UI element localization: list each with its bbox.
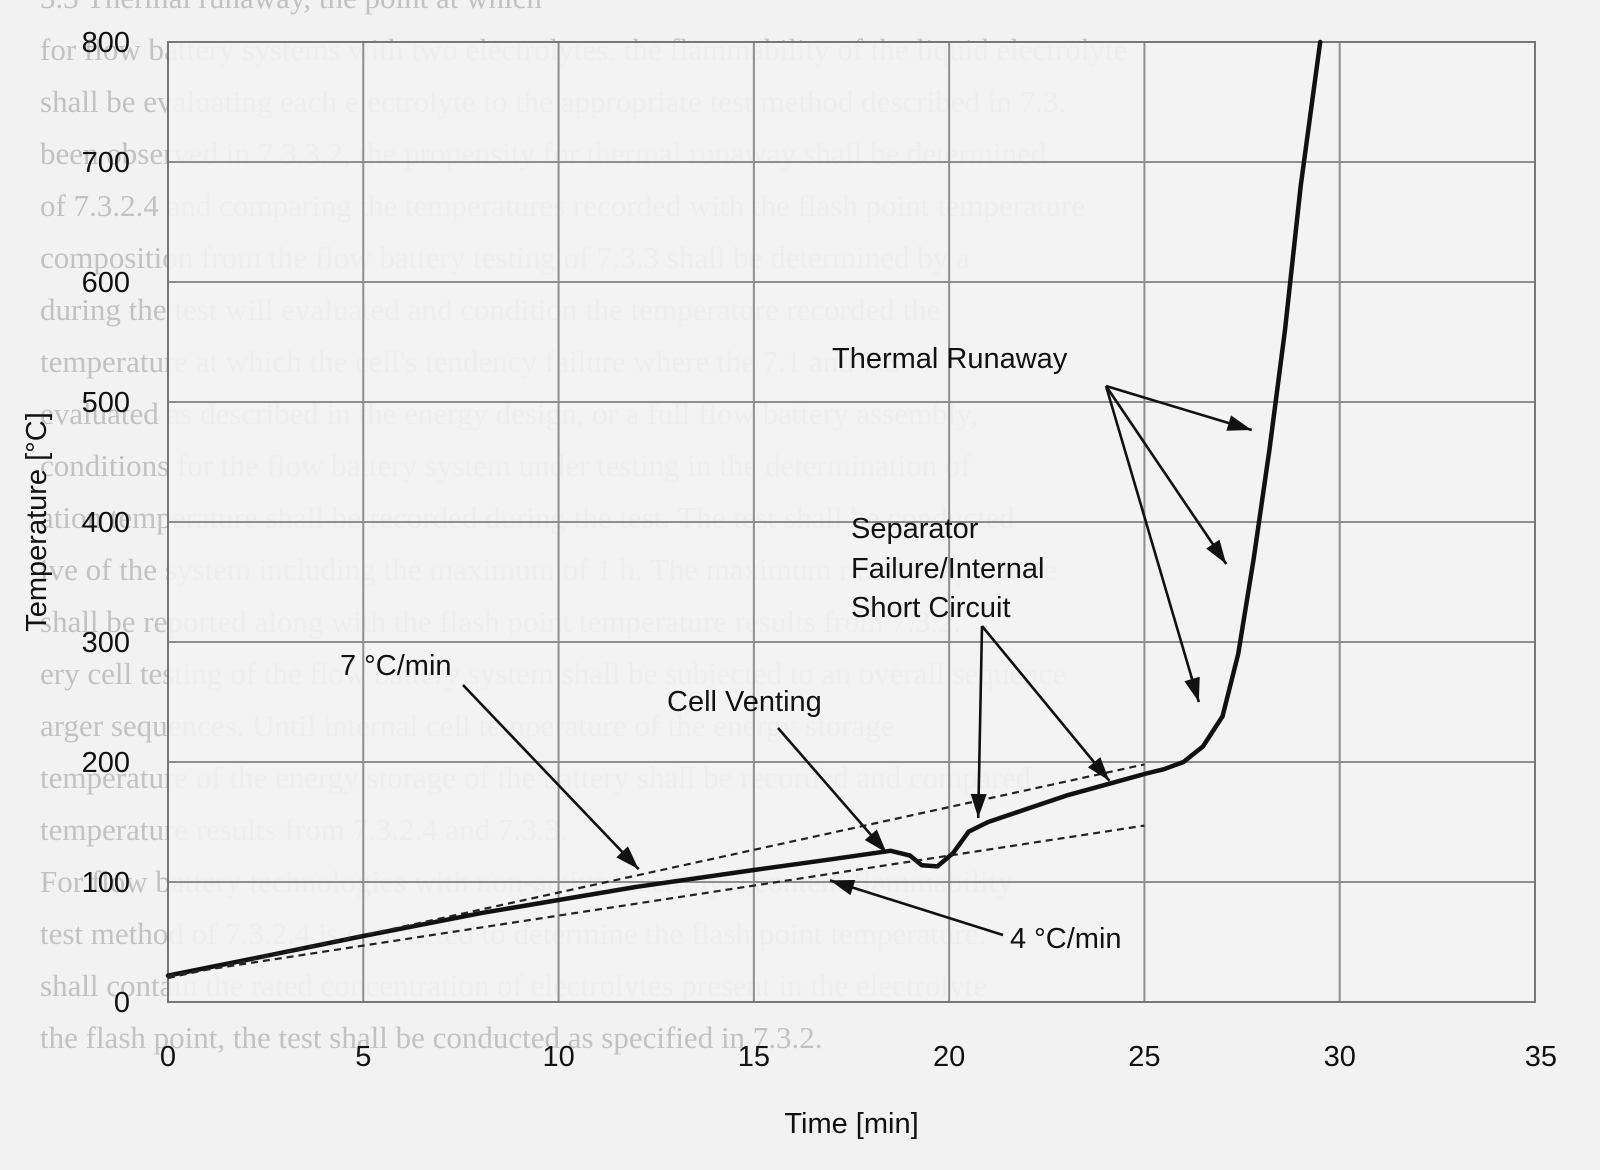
y-axis-label: Temperature [°C] (21, 412, 53, 632)
x-tick-label: 10 (542, 1041, 574, 1073)
annotation-arrow (777, 727, 888, 854)
y-tick-label: 200 (82, 747, 130, 779)
annotation-separator-line-1: Separator (851, 513, 979, 545)
y-tick-label: 0 (114, 987, 130, 1019)
annotation-arrow (970, 625, 987, 819)
annotation-separator-line-3: Short Circuit (851, 592, 1011, 624)
background-text-line: 3.3 Thermal runaway, the point at which (40, 0, 542, 15)
x-tick-label: 25 (1128, 1041, 1160, 1073)
annotation-arrow (462, 684, 640, 871)
x-tick-label: 5 (355, 1041, 371, 1073)
annotation-arrow (829, 879, 1004, 937)
annotation-arrow (1104, 385, 1228, 565)
annotation-labels: 7 °C/min 4 °C/min Cell Venting Separator Fai… (340, 343, 1122, 955)
annotation-thermal-runaway: Thermal Runaway (832, 343, 1068, 375)
annotation-cell-venting: Cell Venting (667, 686, 822, 718)
x-tick-label: 15 (738, 1041, 770, 1073)
annotation-arrow (1104, 385, 1201, 703)
temperature-curve (165, 39, 1323, 978)
annotation-arrow (1105, 384, 1253, 432)
x-axis-label: Time [min] (784, 1108, 918, 1140)
plot-frame (167, 41, 1536, 1003)
y-tick-label: 500 (82, 387, 130, 419)
y-tick-label: 700 (82, 147, 130, 179)
annotation-arrow (980, 625, 1111, 782)
y-tick-label: 600 (82, 267, 130, 299)
y-tick-label: 300 (82, 627, 130, 659)
x-tick-label: 20 (933, 1041, 965, 1073)
x-tick-label: 30 (1324, 1041, 1356, 1073)
y-tick-label: 400 (82, 507, 130, 539)
annotation-7-c-per-min: 7 °C/min (340, 650, 452, 682)
y-tick-label: 800 (82, 27, 130, 59)
annotation-separator-line-2: Failure/Internal (851, 553, 1044, 585)
x-tick-label: 35 (1525, 1041, 1557, 1073)
y-tick-label: 100 (82, 867, 130, 899)
annotation-arrows (462, 384, 1253, 937)
x-tick-label: 0 (160, 1041, 176, 1073)
background-text-line: the flash point, the test shall be condu… (40, 1020, 823, 1055)
x-axis-ticks: 0 5 10 15 20 25 30 35 (160, 1041, 1557, 1073)
y-axis-ticks: 0 100 200 300 400 500 600 700 800 (82, 27, 130, 1019)
annotation-4-c-per-min: 4 °C/min (1010, 923, 1122, 955)
reference-line (167, 824, 1145, 977)
